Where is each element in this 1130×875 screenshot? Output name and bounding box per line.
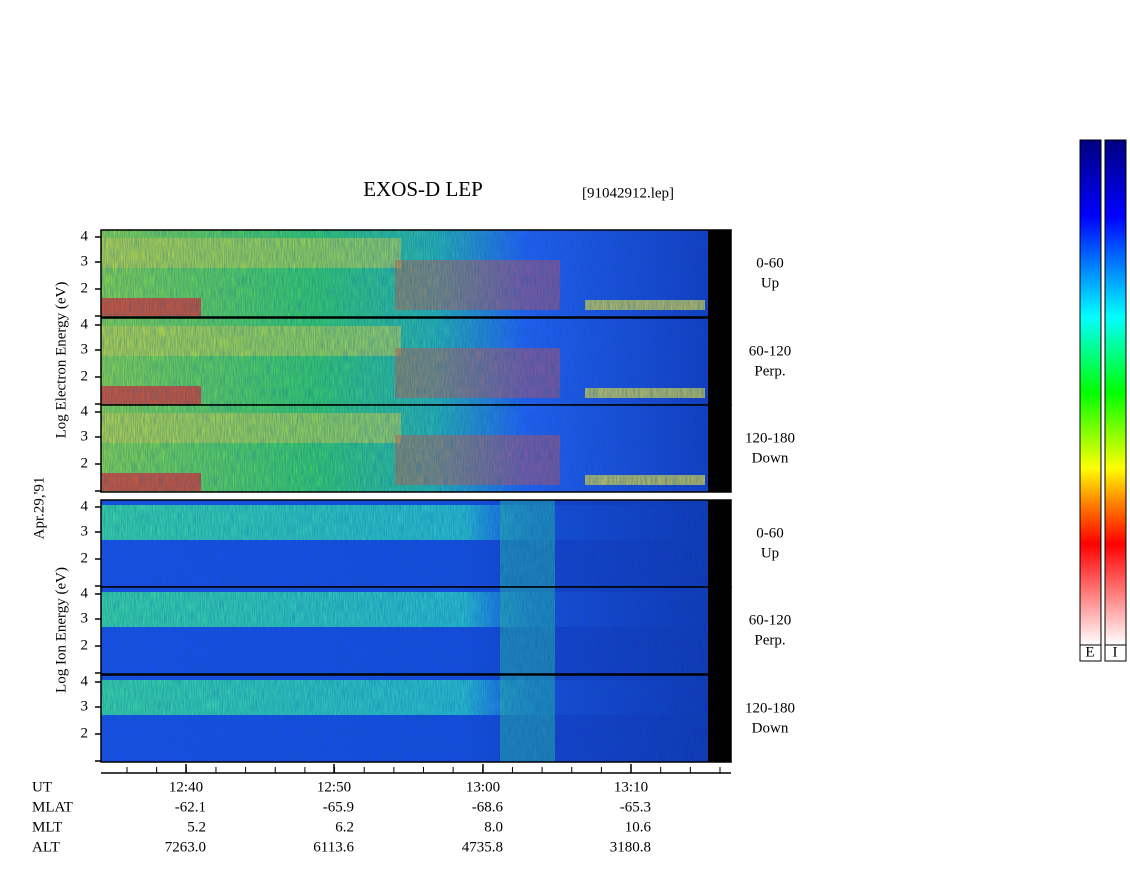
no-data <box>708 675 731 762</box>
ephemeris-value: 10.6 <box>625 819 652 835</box>
colorbar-box <box>1104 644 1127 662</box>
no-data <box>708 587 731 674</box>
colorbar <box>1079 139 1102 646</box>
y-axis-label: Log Electron Energy (eV) <box>53 282 69 439</box>
colorbar <box>1104 139 1127 646</box>
y-tick-label: 3 <box>81 341 89 357</box>
y-tick-label: 4 <box>81 316 89 332</box>
panel-frame <box>100 229 732 318</box>
panel-label: 0-60 <box>756 255 784 271</box>
y-tick-label: 4 <box>81 228 89 244</box>
row-label: MLT <box>32 819 62 835</box>
ephemeris-value: 6113.6 <box>313 839 354 855</box>
row-label: MLAT <box>32 799 73 815</box>
file-name: [91042912.lep] <box>582 185 674 201</box>
spectrogram-noise <box>101 500 708 587</box>
y-tick-label: 2 <box>81 455 89 471</box>
y-tick-label: 2 <box>81 368 89 384</box>
y-tick-label: 2 <box>81 280 89 296</box>
y-tick-label: 3 <box>81 610 89 626</box>
ephemeris-value: 8.0 <box>484 819 503 835</box>
y-tick-label: 3 <box>81 253 89 269</box>
spectrogram-noise <box>101 405 708 492</box>
y-tick-label: 2 <box>81 637 89 653</box>
ephemeris-value: -68.6 <box>472 799 504 815</box>
panel-frame <box>100 674 732 763</box>
y-tick-label: 2 <box>81 550 89 566</box>
panel-label: Down <box>752 450 789 466</box>
spectrogram-noise <box>101 230 708 317</box>
panel-frame <box>100 586 732 675</box>
panel-label: Perp. <box>754 632 785 648</box>
y-tick-label: 4 <box>81 673 89 689</box>
panel-label: 0-60 <box>756 525 784 541</box>
spectrogram-noise <box>101 675 708 762</box>
x-tick-label: 13:10 <box>614 779 648 795</box>
ephemeris-value: 5.2 <box>187 819 206 835</box>
colorbar-box <box>1079 644 1102 662</box>
y-tick-label: 3 <box>81 523 89 539</box>
ephemeris-value: -62.1 <box>175 799 206 815</box>
ephemeris-value: 4735.8 <box>462 839 503 855</box>
row-label: ALT <box>32 839 60 855</box>
y-tick-label: 4 <box>81 403 89 419</box>
panel-frame <box>100 404 732 493</box>
panel-label: Up <box>761 275 779 291</box>
x-tick-label: 12:40 <box>169 779 203 795</box>
y-tick-label: 4 <box>81 498 89 514</box>
colorbar-label: I <box>1113 644 1118 660</box>
panel-label: Down <box>752 720 789 736</box>
panel-label: Perp. <box>754 363 785 379</box>
y-tick-label: 4 <box>81 585 89 601</box>
panel-label: 60-120 <box>749 343 792 359</box>
x-tick-label: 13:00 <box>466 779 500 795</box>
no-data <box>708 405 731 492</box>
y-axis-label: Log Ion Energy (eV) <box>53 567 69 693</box>
y-tick-label: 2 <box>81 725 89 741</box>
ephemeris-value: 3180.8 <box>610 839 651 855</box>
y-tick-label: 3 <box>81 428 89 444</box>
row-label: UT <box>32 779 52 795</box>
ephemeris-value: 7263.0 <box>165 839 206 855</box>
panel-label: 120-180 <box>745 700 795 716</box>
spectrogram-noise <box>101 587 708 674</box>
panel-label: 120-180 <box>745 430 795 446</box>
panel-label: Up <box>761 545 779 561</box>
ephemeris-value: -65.9 <box>323 799 354 815</box>
panel-label: 60-120 <box>749 612 792 628</box>
ephemeris-value: 6.2 <box>335 819 354 835</box>
spectrogram-noise <box>101 318 708 405</box>
title: EXOS-D LEP <box>363 177 483 201</box>
y-tick-label: 3 <box>81 698 89 714</box>
no-data <box>708 230 731 317</box>
date: Apr.29,'91 <box>31 477 47 540</box>
no-data <box>708 318 731 405</box>
x-tick-label: 12:50 <box>317 779 351 795</box>
colorbar-label: E <box>1085 644 1094 660</box>
no-data <box>708 500 731 587</box>
ephemeris-value: -65.3 <box>620 799 651 815</box>
